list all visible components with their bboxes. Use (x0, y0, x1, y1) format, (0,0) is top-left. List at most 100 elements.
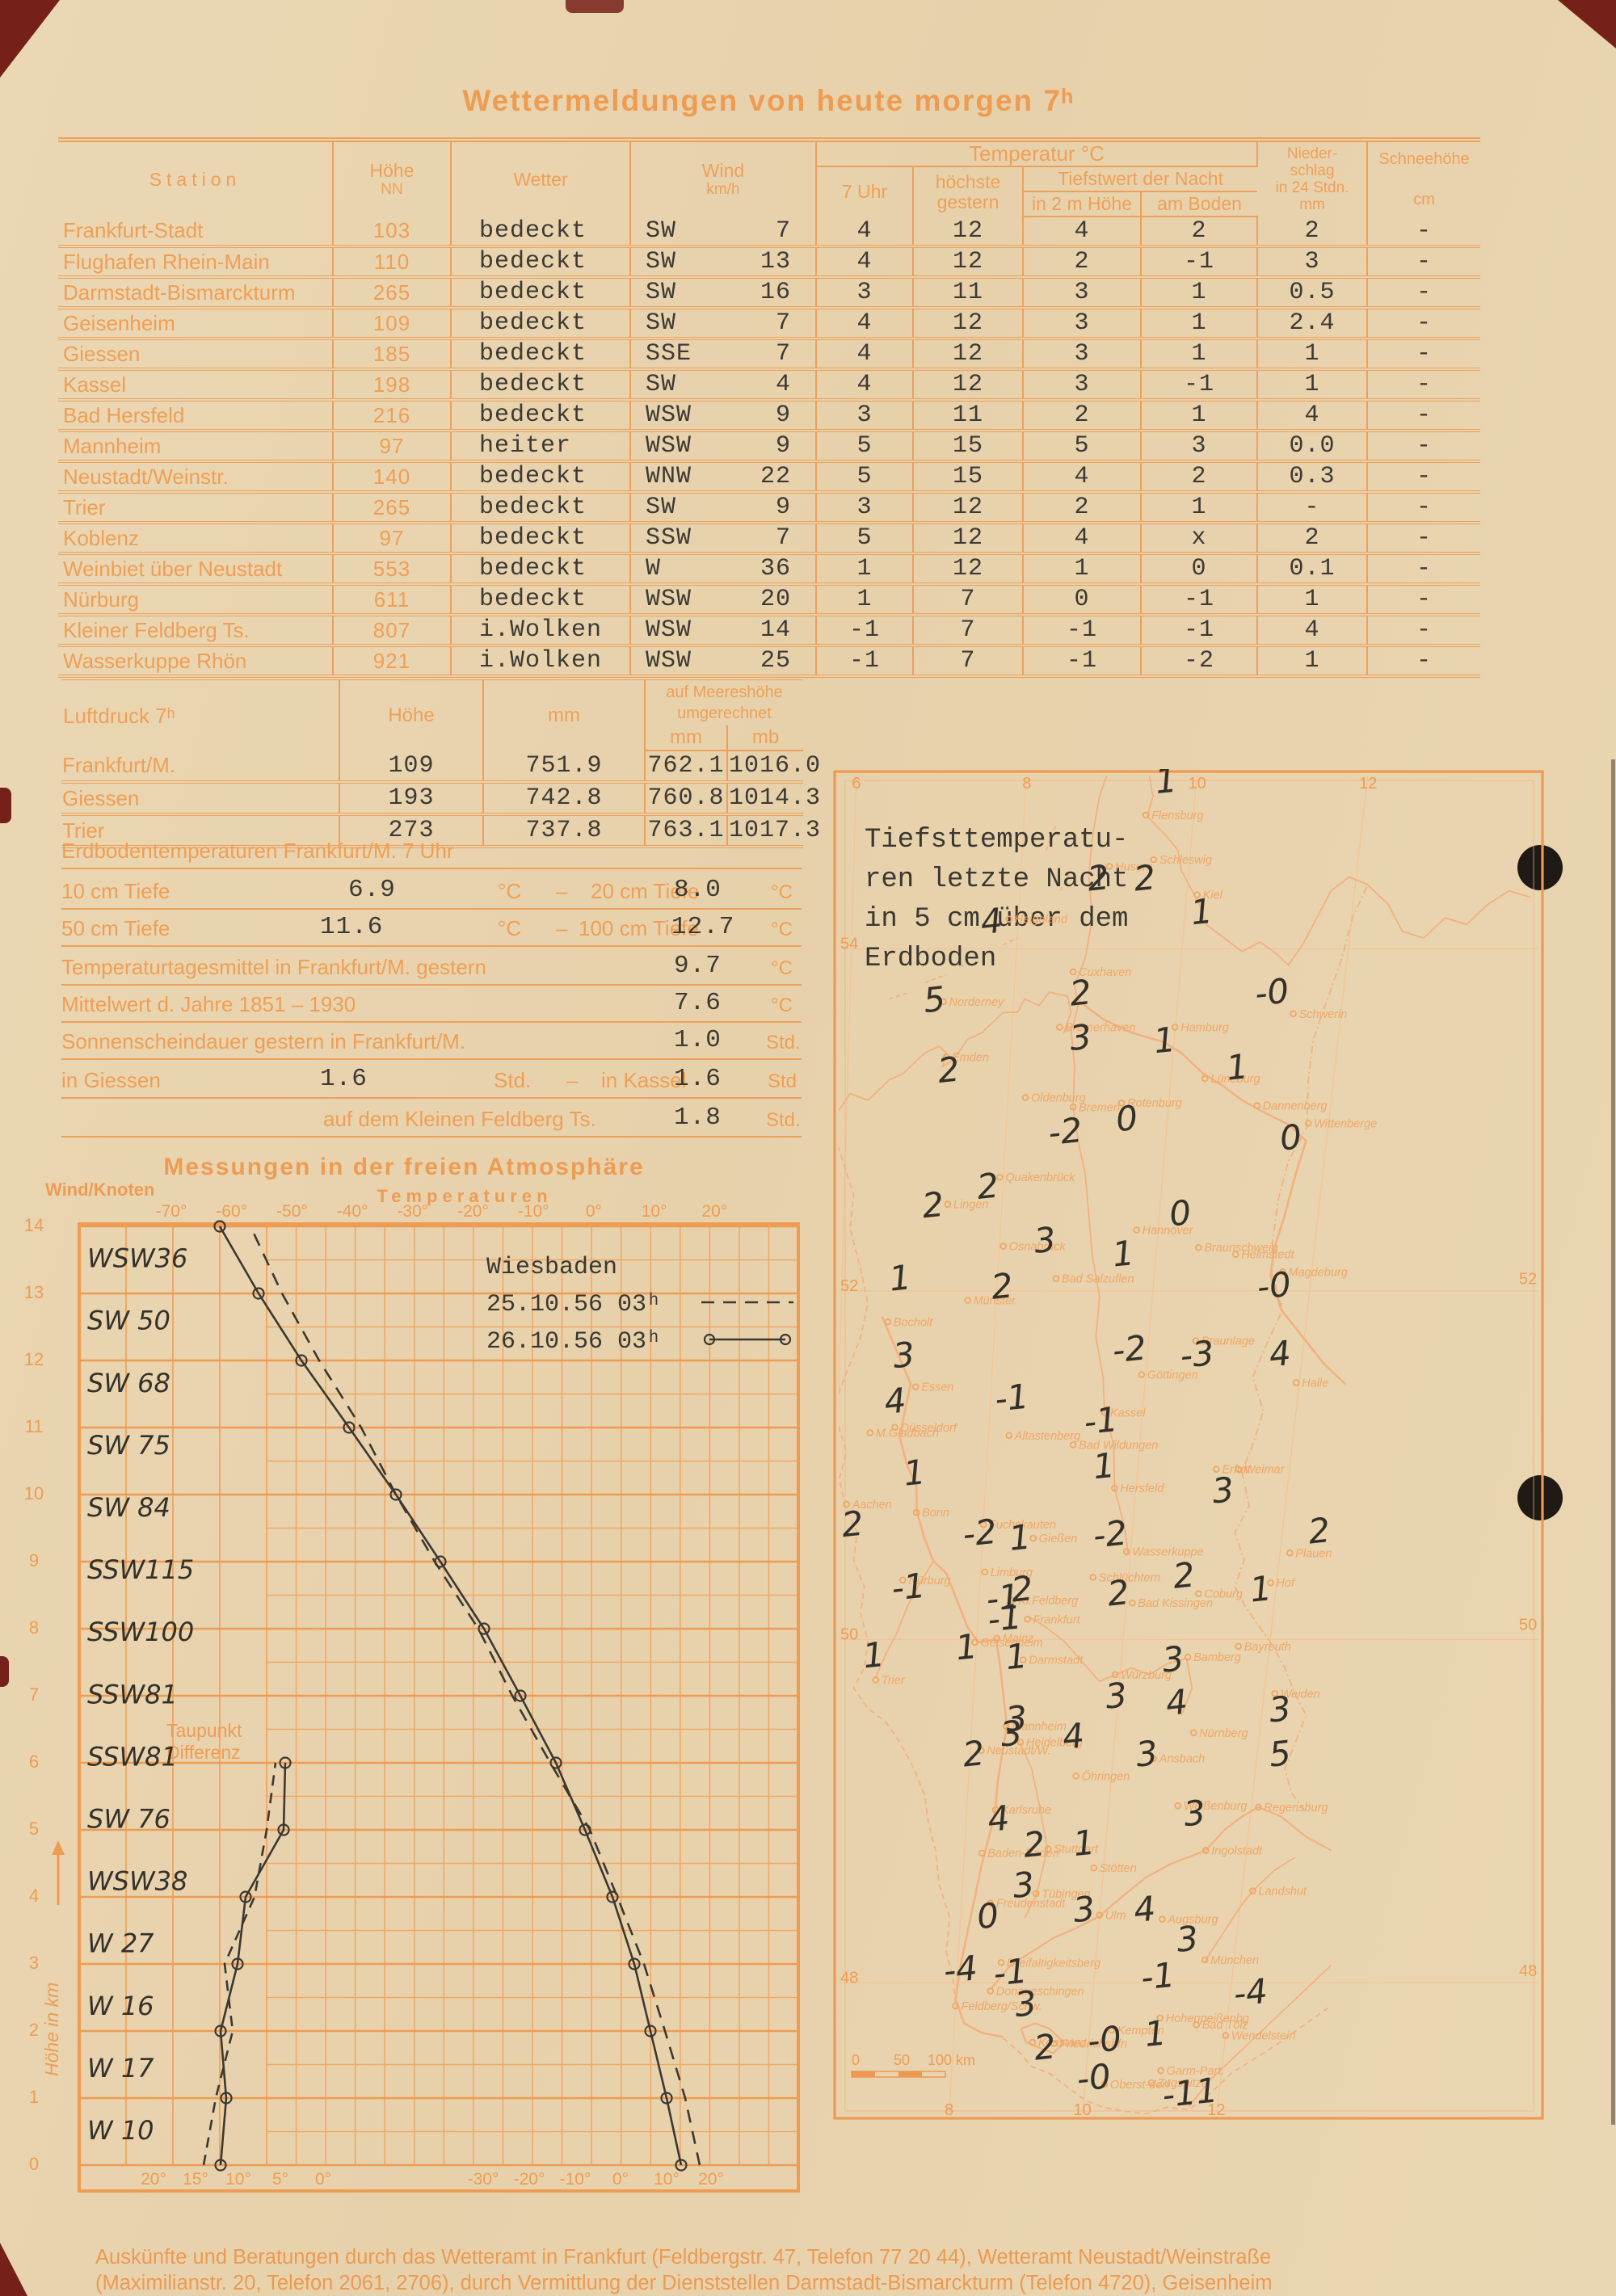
ground-value: 12.7 (671, 913, 735, 941)
city-marker (1142, 811, 1150, 819)
min-temperature-value: 3 (891, 1335, 917, 1377)
city-marker (1090, 1864, 1097, 1872)
wind-cell: SSW 7 (630, 523, 817, 555)
pressure-row: Giessen 193 742.8 760.8 1014.3 (61, 782, 820, 816)
island (924, 973, 947, 984)
min-temperature-value: 0 (1168, 1192, 1193, 1234)
temperature-point (343, 1421, 356, 1434)
map-grid-label-left: 52 (840, 1277, 858, 1295)
min-temperature-value: 1 (1110, 1233, 1136, 1275)
station-row: Geisenheim 109 bedeckt SW 7 4 12 3 1 2.4- (58, 308, 1481, 340)
ground-label: Std. (494, 1068, 532, 1092)
ground-value: 1.0 (674, 1026, 722, 1054)
island (889, 991, 911, 1000)
chart-border (78, 1222, 800, 2193)
wind-speed: 14 (760, 616, 791, 644)
city-label: Öhringen (1082, 1768, 1130, 1783)
city-marker (911, 1383, 920, 1390)
col-header-wetter: Wetter (451, 140, 631, 217)
station-row: Bad Hersfeld 216 bedeckt WSW 9 3 11 2 1 4- (58, 400, 1481, 432)
pressure-sea-mm: 760.8 (645, 782, 728, 816)
ground-label: 50 cm Tiefe (61, 916, 170, 940)
city-marker (1267, 1579, 1274, 1587)
city-label: Hohenpeißenbg (1166, 2012, 1249, 2025)
temp-7uhr: 3 (816, 277, 914, 309)
min-temperature-value: -1 (991, 1951, 1029, 1994)
altitude-tick: 7 (29, 1684, 39, 1705)
snow-depth: - (1367, 461, 1481, 494)
temp-min-2m: 3 (1023, 369, 1142, 402)
station-name: Flughafen Rhein-Main (58, 246, 334, 279)
city-label: Friedrichshfn (1059, 2038, 1127, 2051)
city-label: Darmstadt (1029, 1655, 1084, 1667)
ground-value: 1.8 (674, 1104, 722, 1132)
min-temperature-value: 4 (978, 901, 1004, 943)
city-marker (1184, 1653, 1192, 1661)
map-grid-label-left: 54 (840, 936, 858, 953)
meridian-6 (839, 776, 857, 1412)
min-temperature-value: 1 (1007, 1516, 1033, 1558)
ground-label: Sonnenscheindauer gestern in Frankfurt/M… (61, 1029, 466, 1053)
col-header-hoehe: Höhe NN (333, 140, 452, 217)
map-grid-label-bottom: 10 (1073, 2101, 1091, 2119)
altitude-tick: 12 (24, 1349, 44, 1369)
temp-max-yesterday: 12 (913, 553, 1024, 586)
wind-speed: 20 (760, 586, 791, 613)
map-grid-label-top: 8 (1022, 775, 1031, 793)
station-elevation: 198 (333, 369, 452, 402)
city-label: Landshut (1258, 1886, 1307, 1899)
pressure-mm: 751.9 (483, 751, 646, 784)
map-grid-label-bottom: 12 (1207, 2101, 1225, 2119)
temp-min-2m: 2 (1023, 400, 1142, 432)
city-label: Bad Kissingen (1138, 1597, 1213, 1610)
min-temperature-value: -0 (1085, 2018, 1123, 2061)
pressure-row: Trier 273 737.8 763.1 1017.3 (61, 814, 820, 848)
temp-max-yesterday: 12 (913, 523, 1024, 555)
precipitation-24h: 0.5 (1257, 277, 1369, 309)
city-label: Münster (974, 1294, 1017, 1307)
temp-max-yesterday: 11 (913, 400, 1024, 432)
city-label: Bad Wildungen (1079, 1440, 1158, 1453)
stain-left-edge-1 (0, 788, 11, 823)
weather-state: bedeckt (451, 339, 631, 371)
temp-7uhr: 4 (816, 369, 914, 402)
min-temperature-value: 4 (1132, 1888, 1158, 1930)
pressure-header-hoehe: Höhe (339, 679, 484, 751)
min-temperature-value: 1 (902, 1452, 928, 1494)
min-temperature-value: 2 (1105, 1572, 1131, 1614)
city-marker (1100, 1409, 1109, 1416)
col-header-7uhr: 7 Uhr (816, 166, 914, 217)
city-marker (940, 998, 947, 1006)
wind-cell: SSE 7 (630, 339, 817, 371)
city-marker (1147, 2079, 1155, 2087)
top-axis-tick: -50° (276, 1202, 308, 1221)
city-label: Baden-Baden (987, 1848, 1059, 1861)
precipitation-24h: 4 (1257, 615, 1369, 647)
city-marker (1231, 1251, 1239, 1258)
station-elevation: 97 (333, 431, 452, 463)
min-temperature-value: -0 (1255, 1264, 1293, 1307)
min-temperature-value: -2 (961, 1512, 999, 1554)
min-temperature-value: 3 (1160, 1638, 1186, 1680)
weather-state: bedeckt (451, 584, 631, 616)
city-label: Bremerhaven (1065, 1022, 1135, 1035)
min-temperature-value: 3 (1011, 1864, 1037, 1906)
station-elevation: 103 (333, 217, 452, 248)
weather-state: bedeckt (451, 553, 631, 586)
bottom-axis-tick: -20° (514, 2170, 545, 2189)
temp-min-2m: 3 (1023, 277, 1142, 309)
station-name: Neustadt/Weinstr. (58, 461, 334, 494)
city-marker (1105, 863, 1113, 870)
map-grid-label-right: 50 (1519, 1617, 1537, 1634)
temp-7uhr: 4 (816, 308, 914, 340)
sounding-chart: Messungen in der freien Atmosphäre Wind/K… (16, 1147, 800, 2234)
wind-speed: 7 (775, 217, 791, 245)
legend-station: Wiesbaden (486, 1254, 617, 1281)
snow-depth: - (1367, 277, 1481, 309)
pressure-sea-mb: 1016.0 (727, 751, 820, 784)
station-elevation: 216 (333, 400, 452, 432)
stain-top-center (566, 0, 624, 13)
wind-speed: 9 (775, 402, 791, 429)
map-title-line: Erdboden (865, 944, 996, 974)
temp-min-2m: -1 (1023, 615, 1142, 647)
